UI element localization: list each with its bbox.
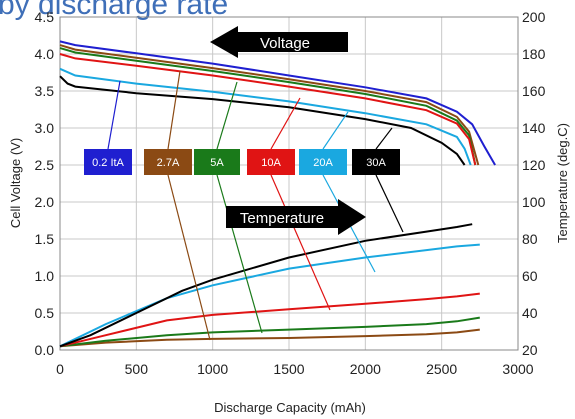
voltage-line xyxy=(59,40,496,166)
voltage-line xyxy=(59,67,472,166)
y-right-tick-label: 20 xyxy=(522,342,538,358)
y-left-axis-ticks: 0.0 0.5 1.0 1.5 2.0 2.5 3.0 3.5 4.0 4.5 xyxy=(35,9,55,358)
y-left-tick-label: 1.5 xyxy=(35,231,55,247)
x-axis-ticks: 0 500 1000 1500 2000 2500 3000 xyxy=(56,361,534,377)
temperature-line xyxy=(59,223,473,348)
voltage-series xyxy=(59,40,496,166)
y-right-tick-label: 140 xyxy=(522,120,546,136)
y-left-tick-label: 1.0 xyxy=(35,268,55,284)
y-left-tick-label: 3.0 xyxy=(35,120,55,136)
callout-leader-voltage xyxy=(167,70,181,150)
legend-label: 20A xyxy=(313,157,333,169)
y-left-tick-label: 4.5 xyxy=(35,9,55,25)
legend-label: 0.2 ItA xyxy=(92,157,124,169)
legend-label: 30A xyxy=(366,157,386,169)
gridlines xyxy=(60,16,518,351)
y-right-tick-label: 100 xyxy=(522,194,546,210)
plot-area-border xyxy=(59,16,519,351)
x-axis-label: Discharge Capacity (mAh) xyxy=(214,400,366,415)
chart-title: by discharge rate xyxy=(0,0,228,21)
callout-leader-temperature xyxy=(216,174,263,334)
voltage-line xyxy=(59,53,477,166)
legend-label: 10A xyxy=(261,157,281,169)
y-left-tick-label: 0.0 xyxy=(35,342,55,358)
temperature-series xyxy=(59,223,480,348)
legend-box xyxy=(352,149,400,175)
y-right-tick-label: 120 xyxy=(522,157,546,173)
y-right-tick-label: 180 xyxy=(522,46,546,62)
temperature-arrow-label: Temperature xyxy=(240,210,324,227)
y-left-tick-label: 0.5 xyxy=(35,305,55,321)
legend-box xyxy=(194,149,240,175)
temperature-line xyxy=(59,328,480,348)
voltage-line xyxy=(59,75,466,166)
x-tick-label: 3000 xyxy=(502,361,533,377)
y-right-axis-ticks: 20 40 60 80 100 120 140 160 180 200 xyxy=(522,9,546,358)
legend-label: 5A xyxy=(210,157,224,169)
callout-leader-voltage xyxy=(107,80,121,150)
legend-box xyxy=(84,149,132,175)
callout-leader-temperature xyxy=(375,174,404,233)
legend-box xyxy=(299,149,347,175)
y-left-tick-label: 2.5 xyxy=(35,157,55,173)
y-right-axis-label: Temperature (deg.C) xyxy=(555,123,570,243)
x-tick-label: 500 xyxy=(125,361,149,377)
callout-leader-voltage xyxy=(375,127,393,150)
temperature-line xyxy=(59,316,480,348)
series-callouts: 0.2 ItA 2.7A 5A 10A 20A 30A xyxy=(84,70,404,341)
voltage-line xyxy=(59,44,480,166)
y-left-tick-label: 2.0 xyxy=(35,194,55,210)
legend-box xyxy=(247,149,295,175)
callout-leader-voltage xyxy=(216,81,238,150)
x-tick-label: 1000 xyxy=(197,361,228,377)
callout-leader-temperature xyxy=(167,174,211,341)
callout-leader-voltage xyxy=(270,97,301,150)
voltage-arrow xyxy=(210,26,348,58)
x-tick-label: 2500 xyxy=(426,361,457,377)
temperature-line xyxy=(59,243,480,348)
temperature-line xyxy=(59,292,480,348)
x-tick-label: 1500 xyxy=(273,361,304,377)
temperature-arrow xyxy=(226,199,366,235)
y-right-tick-label: 40 xyxy=(522,305,538,321)
y-left-tick-label: 3.5 xyxy=(35,83,55,99)
y-right-tick-label: 60 xyxy=(522,268,538,284)
axes xyxy=(59,16,519,351)
x-tick-label: 2000 xyxy=(350,361,381,377)
y-right-tick-label: 160 xyxy=(522,83,546,99)
legend-box xyxy=(144,149,192,175)
x-tick-label: 0 xyxy=(56,361,64,377)
voltage-line xyxy=(59,47,477,166)
voltage-arrow-label: Voltage xyxy=(260,35,310,52)
y-right-tick-label: 200 xyxy=(522,9,546,25)
legend-label: 2.7A xyxy=(157,157,180,169)
callout-leader-temperature xyxy=(270,174,331,311)
y-left-axis-label: Cell Voltage (V) xyxy=(8,138,23,228)
callout-leader-voltage xyxy=(322,111,349,150)
y-left-tick-label: 4.0 xyxy=(35,46,55,62)
y-right-tick-label: 80 xyxy=(522,231,538,247)
direction-arrows: Voltage Temperature xyxy=(210,26,366,235)
